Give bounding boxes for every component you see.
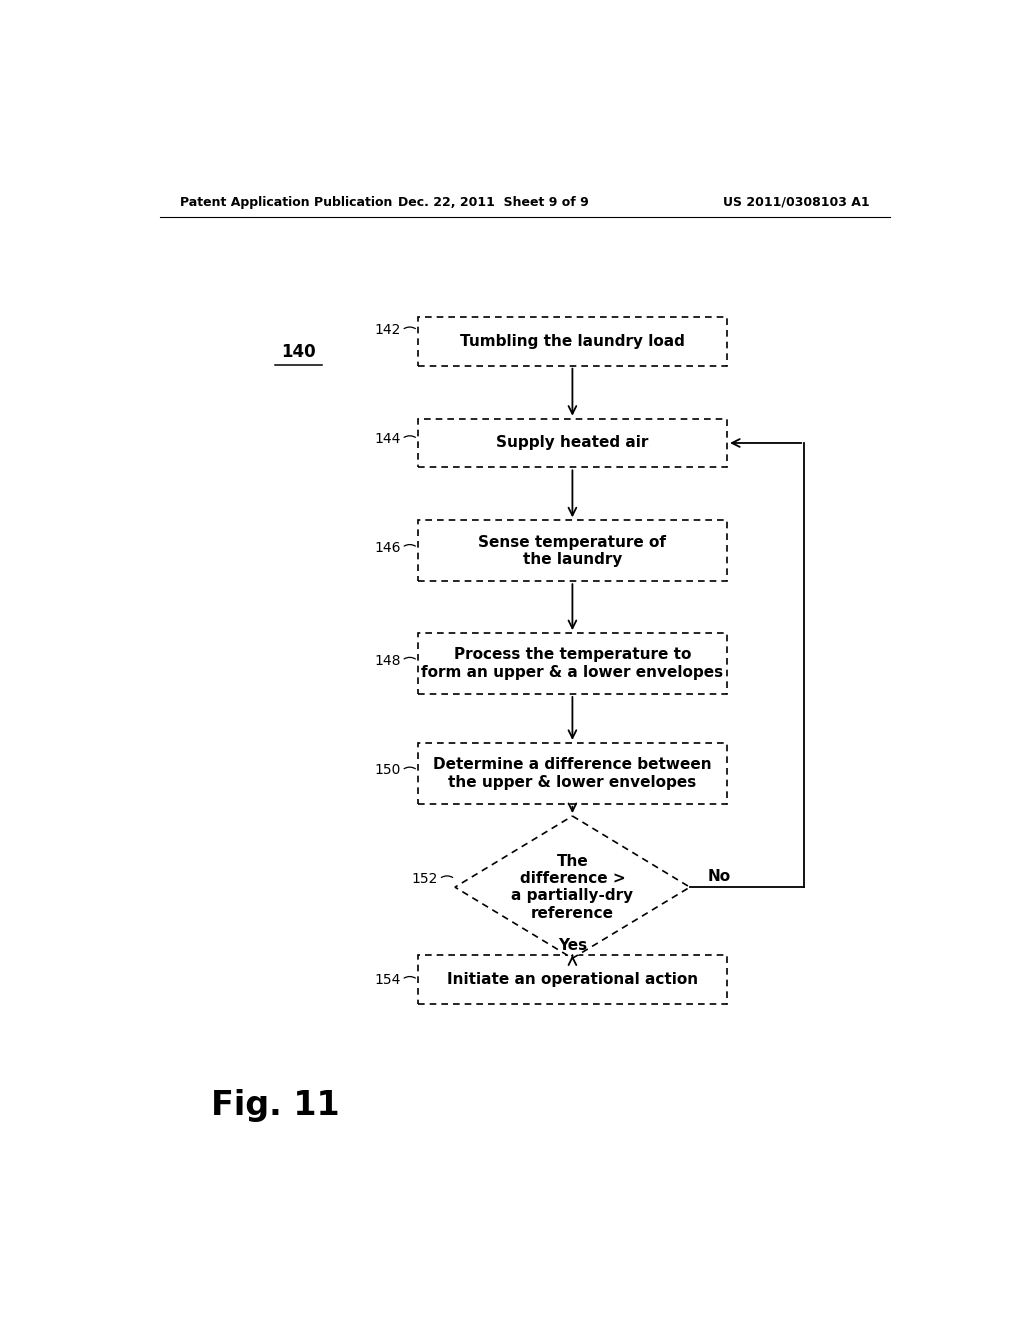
Text: Initiate an operational action: Initiate an operational action: [446, 972, 698, 987]
FancyBboxPatch shape: [418, 317, 727, 366]
Text: Process the temperature to
form an upper & a lower envelopes: Process the temperature to form an upper…: [421, 647, 724, 680]
Text: Tumbling the laundry load: Tumbling the laundry load: [460, 334, 685, 348]
Text: The
difference >
a partially-dry
reference: The difference > a partially-dry referen…: [511, 854, 634, 921]
FancyBboxPatch shape: [418, 418, 727, 467]
Text: 148: 148: [374, 653, 400, 668]
Text: No: No: [708, 870, 730, 884]
Text: 146: 146: [374, 541, 400, 554]
Text: Supply heated air: Supply heated air: [497, 436, 648, 450]
FancyBboxPatch shape: [418, 743, 727, 804]
FancyBboxPatch shape: [418, 956, 727, 1005]
Text: 142: 142: [374, 323, 400, 337]
Polygon shape: [455, 816, 690, 958]
Text: Fig. 11: Fig. 11: [211, 1089, 340, 1122]
Text: Dec. 22, 2011  Sheet 9 of 9: Dec. 22, 2011 Sheet 9 of 9: [397, 195, 589, 209]
Text: Sense temperature of
the laundry: Sense temperature of the laundry: [478, 535, 667, 566]
Text: US 2011/0308103 A1: US 2011/0308103 A1: [723, 195, 870, 209]
FancyBboxPatch shape: [418, 634, 727, 694]
Text: 144: 144: [374, 432, 400, 446]
Text: Yes: Yes: [558, 937, 587, 953]
FancyBboxPatch shape: [418, 520, 727, 581]
Text: Patent Application Publication: Patent Application Publication: [179, 195, 392, 209]
Text: 140: 140: [282, 342, 316, 360]
Text: 154: 154: [374, 973, 400, 986]
Text: Determine a difference between
the upper & lower envelopes: Determine a difference between the upper…: [433, 758, 712, 789]
Text: 152: 152: [412, 873, 437, 886]
Text: 150: 150: [374, 763, 400, 777]
